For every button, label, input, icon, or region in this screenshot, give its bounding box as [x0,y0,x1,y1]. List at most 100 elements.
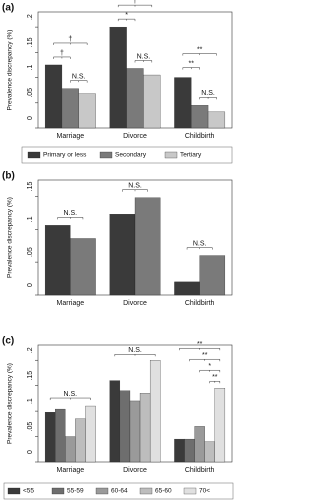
legend-label: 60-64 [111,488,128,495]
significance-label: N.S. [64,391,78,398]
significance-label: ** [197,341,203,348]
bar [204,441,215,463]
legend-swatch [183,487,197,495]
significance-label: N.S. [137,53,151,60]
bar [85,405,96,463]
y-tick-label: 0 [27,283,34,287]
figure: (a) Prevalence discrepancy (%) 0 .05 .1 .15 .2… [2,0,234,500]
significance-bracket [182,53,217,56]
legend-label: 70< [199,488,210,495]
legend-swatch [99,151,113,159]
panel-label: (b) [2,171,15,182]
significance-label: N.S. [128,347,142,354]
bar [70,238,96,296]
significance-bracket [189,358,221,362]
significance-bracket [209,380,221,384]
bar [184,438,195,463]
bar [143,74,161,129]
y-axis-label: Prevalence discrepancy (%) [7,363,14,444]
bar [126,68,144,129]
significance-label: N.S. [72,74,86,81]
bar [194,426,205,463]
y-tick-label: .1 [27,216,34,222]
y-tick-label: .1 [27,65,34,71]
significance-label: N.S. [193,240,207,247]
y-tick-label: .15 [27,37,34,47]
legend-label: <55 [23,488,34,495]
significance-bracket [179,347,221,351]
significance-label: N.S. [201,90,215,97]
legend-swatch [27,151,41,159]
legend-label: 55-59 [67,488,84,495]
panel-label: (a) [2,3,14,14]
legend-swatch [7,487,21,495]
bar [174,281,200,296]
y-tick-label: .05 [27,422,34,432]
significance-label: † [133,0,137,5]
legend-label: Tertiary [180,152,202,159]
legend-swatch [164,151,178,159]
significance-label: * [125,12,128,19]
y-tick-label: .15 [27,371,34,381]
x-tick-label: Divorce [123,467,147,474]
x-tick-label: Marriage [57,133,85,140]
bar [191,105,209,129]
significance-bracket [182,67,200,70]
bar [214,388,226,463]
y-tick-label: .15 [27,181,34,191]
bar [207,111,226,129]
legend-box [21,146,233,164]
bar [78,93,96,129]
significance-label: N.S. [64,210,78,217]
bar [44,64,63,129]
legend-label: 65-60 [155,488,172,495]
x-tick-label: Childbirth [185,133,215,140]
y-tick-label: .2 [27,14,34,20]
bar [109,214,136,296]
legend-swatch [51,487,65,495]
x-tick-label: Marriage [57,300,85,307]
y-tick-label: .05 [27,88,34,98]
bar [61,88,79,129]
significance-bracket [122,189,148,192]
bar [55,408,66,463]
x-tick-label: Divorce [123,133,147,140]
bar [75,418,86,463]
significance-bracket [199,97,217,100]
y-tick-label: .2 [27,347,34,353]
legend-swatch [139,487,153,495]
y-tick-label: 0 [27,450,34,454]
significance-bracket [199,369,221,373]
bar [149,360,161,463]
significance-label: * [208,363,211,370]
significance-label: N.S. [128,183,142,190]
bar [134,197,161,296]
significance-bracket [117,18,136,22]
y-axis-label: Prevalence discrepancy (%) [7,30,14,111]
bar [44,411,56,463]
x-tick-label: Divorce [123,300,147,307]
significance-label: † [68,36,72,43]
significance-bracket [70,80,88,83]
bar [109,380,121,463]
legend-label: Secondary [115,152,147,159]
significance-bracket [53,42,88,45]
x-tick-label: Childbirth [185,467,215,474]
significance-label: † [60,50,64,57]
bar [174,438,185,463]
significance-bracket [53,56,71,59]
legend-swatch [95,487,109,495]
panel-label: (c) [2,336,14,347]
significance-label: ** [212,374,218,381]
bar [109,26,127,129]
bar [65,436,76,463]
bar [129,400,141,463]
significance-label: ** [202,352,208,359]
y-axis-label: Prevalence discrepancy (%) [7,197,14,278]
y-tick-label: 0 [27,116,34,120]
y-tick-label: .1 [27,398,34,404]
significance-label: ** [197,46,203,53]
legend-box [3,482,234,500]
significance-label: ** [189,60,195,67]
significance-bracket [186,247,213,250]
